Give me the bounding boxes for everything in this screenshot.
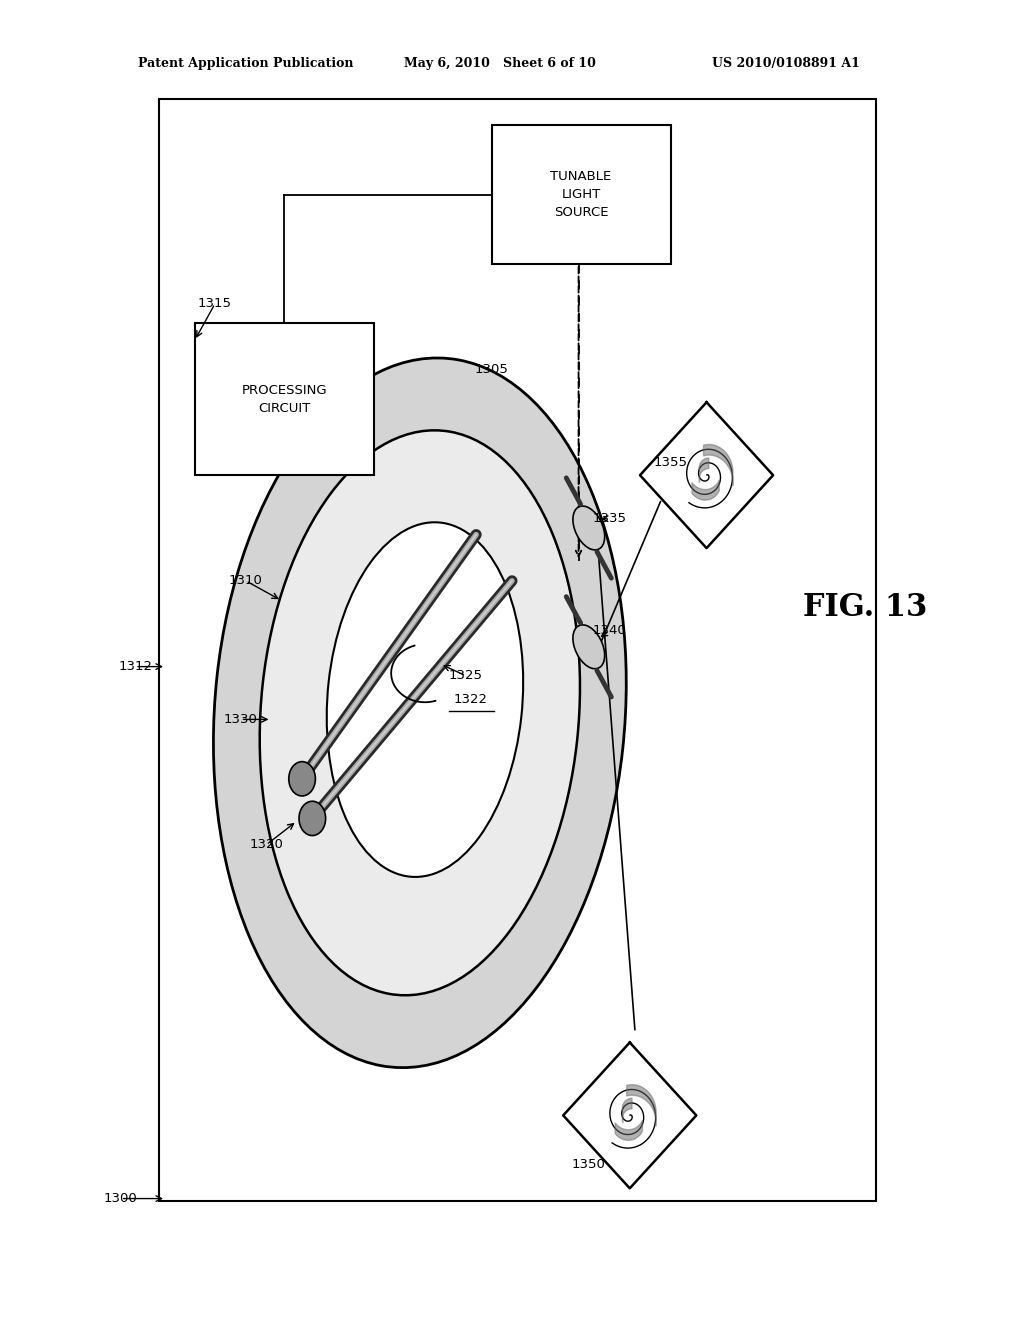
Polygon shape [640,403,773,548]
Text: FIG. 13: FIG. 13 [803,591,928,623]
Ellipse shape [572,506,605,550]
Polygon shape [563,1043,696,1188]
Text: 1330: 1330 [223,713,258,726]
Text: 1300: 1300 [104,1192,137,1205]
Bar [492,125,671,264]
Text: 1312: 1312 [118,660,153,673]
Text: 1335: 1335 [592,512,627,525]
Ellipse shape [260,430,580,995]
Text: 1315: 1315 [198,297,232,310]
Text: 1310: 1310 [228,574,263,587]
Text: 1305: 1305 [474,363,509,376]
Text: 1355: 1355 [653,455,688,469]
Circle shape [289,762,315,796]
Circle shape [299,801,326,836]
Bar [159,99,876,1201]
Text: 1322: 1322 [454,693,488,706]
Text: 1340: 1340 [593,624,626,638]
Ellipse shape [327,523,523,876]
Text: May 6, 2010   Sheet 6 of 10: May 6, 2010 Sheet 6 of 10 [404,57,596,70]
Text: 1350: 1350 [571,1158,606,1171]
Text: PROCESSING
CIRCUIT: PROCESSING CIRCUIT [242,384,327,414]
Text: 1325: 1325 [449,669,483,682]
Text: US 2010/0108891 A1: US 2010/0108891 A1 [712,57,859,70]
Ellipse shape [213,358,627,1068]
Ellipse shape [572,624,605,669]
Text: 1320: 1320 [249,838,284,851]
Bar [195,323,374,475]
Text: Patent Application Publication: Patent Application Publication [138,57,353,70]
Text: TUNABLE
LIGHT
SOURCE: TUNABLE LIGHT SOURCE [551,170,611,219]
